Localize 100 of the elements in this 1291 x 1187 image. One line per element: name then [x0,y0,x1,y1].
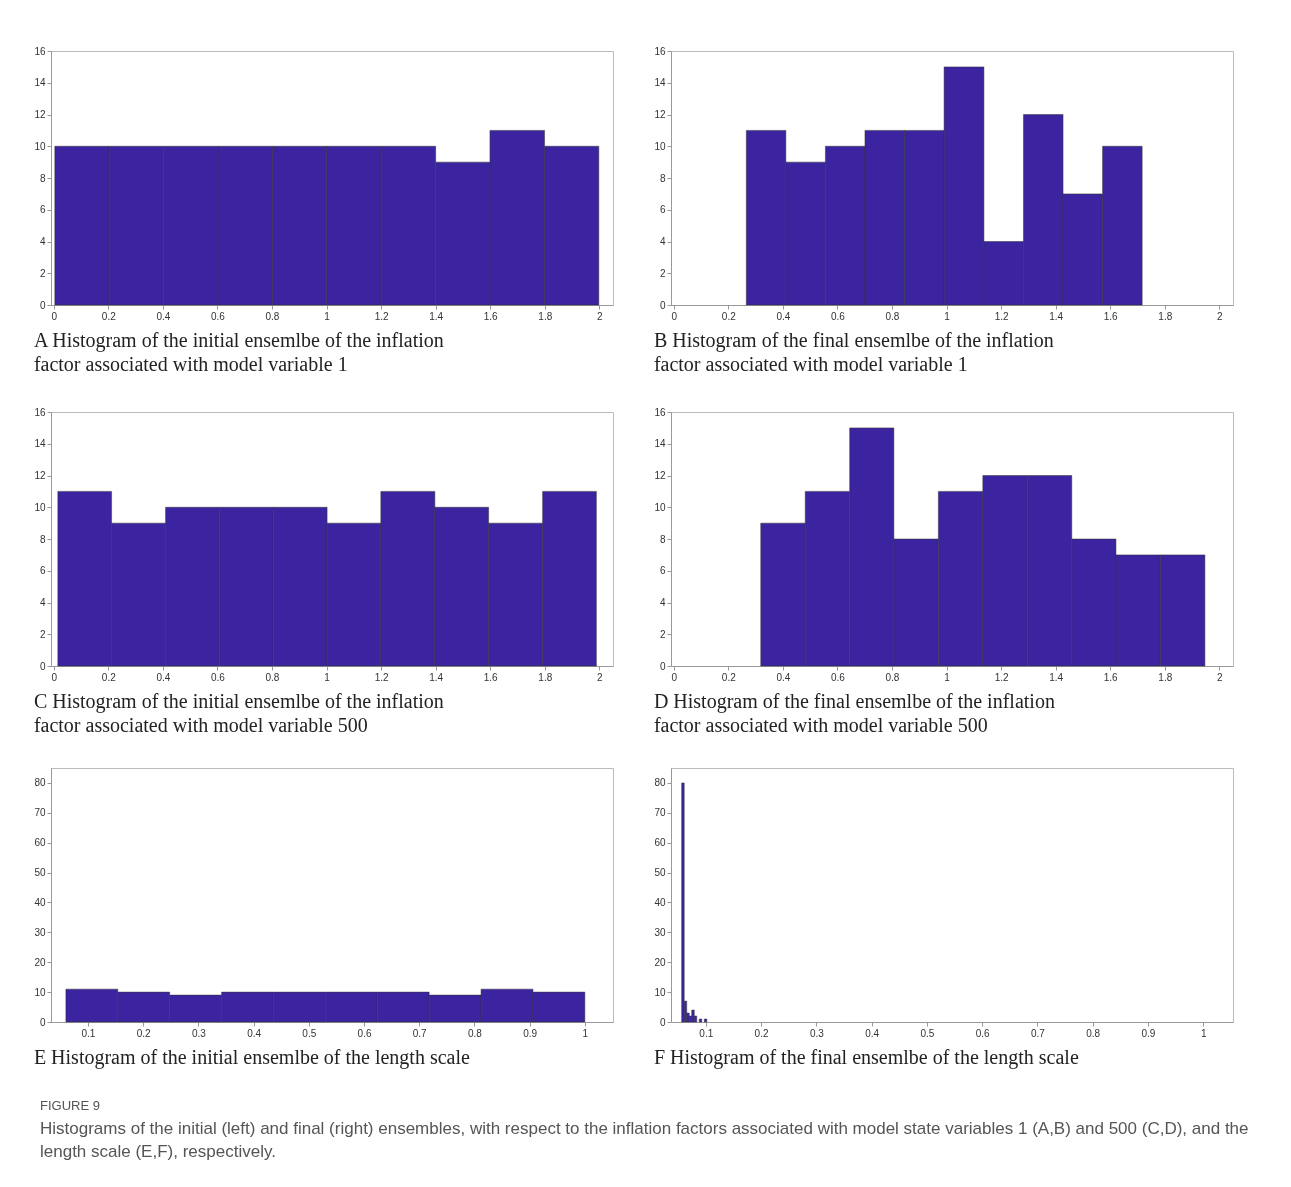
x-tick-label: 0.1 [81,1027,96,1039]
x-tick-label: 1 [944,671,951,683]
text: F Histogram of the final ensemlbe of the length scale [653,1046,1079,1069]
x-tick-label: 1.8 [1158,671,1173,683]
y-tick-label: 60 [654,837,666,849]
x-tick-label: 0.5 [302,1027,317,1039]
y-tick-label: 0 [39,660,46,672]
x-tick-label: 1.2 [374,671,389,683]
y-tick-label: 80 [654,777,666,789]
x-tick-label: 1.2 [994,671,1009,683]
y-tick-label: 0 [659,660,666,672]
x-tick-label: 1.6 [1103,671,1119,683]
x-tick-label: 1.4 [1049,310,1064,322]
x-tick-label: 2 [597,310,604,322]
y-tick-label: 2 [39,267,46,279]
x-tick-label: 0.4 [865,1027,880,1039]
y-tick-label: 0 [39,1016,46,1028]
y-tick-label: 12 [34,109,46,120]
x-tick-label: 1.8 [538,310,553,322]
x-tick-label: 1.4 [1049,671,1064,683]
y-tick-label: 10 [34,501,46,513]
y-tick-label: 6 [39,204,46,216]
y-tick-label: 8 [659,533,666,545]
y-tick-label: 4 [659,236,666,247]
x-tick-label: 0 [51,310,58,322]
y-tick-label: 12 [34,470,46,481]
y-tick-label: 8 [39,172,46,184]
x-tick-label: 0.3 [191,1027,207,1039]
x-tick-label: 0 [51,671,58,683]
y-tick-label: 0 [659,1016,666,1028]
y-tick-label: 16 [654,45,666,57]
y-tick-label: 12 [654,470,666,481]
x-tick-label: 2 [1217,671,1224,683]
x-tick-label: 0 [671,310,678,322]
x-tick-label: 1.6 [1103,310,1119,322]
x-tick-label: 1 [1200,1027,1207,1039]
y-tick-label: 4 [39,236,46,247]
x-tick-label: 0.2 [101,310,117,322]
x-tick-label: 0.2 [721,310,737,322]
x-tick-label: 0.7 [1030,1027,1046,1039]
y-tick-label: 50 [654,867,666,879]
x-tick-label: 1.2 [374,310,389,322]
y-tick-label: 14 [34,77,46,89]
x-tick-label: 1.6 [483,310,499,322]
y-tick-label: 12 [654,109,666,120]
y-tick-label: 2 [659,628,666,640]
y-tick-label: 40 [654,896,666,908]
y-tick-label: 6 [659,204,666,216]
y-tick-label: 10 [654,140,666,152]
x-tick-label: 0.6 [357,1027,372,1039]
x-tick-label: 0.8 [467,1027,483,1039]
y-tick-label: 14 [34,438,46,450]
x-tick-label: 1.4 [429,671,444,683]
text: D Histogram of the final ensemlbe of the inflation factor associated with model variable 500 [653,690,1055,736]
x-tick-label: 0.5 [920,1027,935,1039]
text: Histograms of the initial (left) and final (right) ensembles, with respect to the inflation factors associated with model state variables 1 (A,B) and 500 (C,D), and the length scale (E,F), respectively. [40,1118,1250,1163]
y-tick-label: 20 [654,956,666,968]
y-tick-label: 70 [34,807,46,819]
y-tick-label: 0 [659,299,666,311]
y-tick-label: 10 [34,986,46,998]
y-tick-label: 14 [654,77,666,89]
x-tick-label: 1 [324,310,331,322]
text: A Histogram of the initial ensemlbe of the inflation factor associated with model variable 1 [33,329,444,375]
y-tick-label: 14 [654,438,666,450]
x-tick-label: 0.3 [809,1027,825,1039]
y-tick-label: 16 [34,45,46,57]
x-tick-label: 0.4 [156,310,171,322]
y-tick-label: 10 [34,140,46,152]
x-tick-label: 1 [944,310,951,322]
x-tick-label: 2 [597,671,604,683]
y-tick-label: 80 [34,777,46,789]
x-tick-label: 1 [324,671,331,683]
x-tick-label: 0.9 [1141,1027,1156,1039]
y-tick-label: 8 [659,172,666,184]
y-tick-label: 50 [34,867,46,879]
x-tick-label: 0.6 [210,671,226,683]
x-tick-label: 0.2 [101,671,117,683]
x-tick-label: 0.4 [776,310,791,322]
x-tick-label: 0.6 [210,310,226,322]
y-tick-label: 60 [34,837,46,849]
x-tick-label: 0.2 [721,671,737,683]
x-tick-label: 1.6 [483,671,499,683]
x-tick-label: 1.8 [538,671,553,683]
x-tick-label: 0.6 [975,1027,990,1039]
x-tick-label: 0.8 [265,310,280,322]
x-tick-label: 2 [1217,310,1224,322]
y-tick-label: 2 [39,628,46,640]
x-tick-label: 0.6 [830,310,846,322]
y-tick-label: 0 [39,299,46,311]
x-tick-label: 0.9 [523,1027,538,1039]
y-tick-label: 6 [659,565,666,577]
x-tick-label: 0.6 [830,671,846,683]
y-tick-label: 6 [39,565,46,577]
x-tick-label: 0.2 [136,1027,152,1039]
x-tick-label: 0.8 [1086,1027,1101,1039]
x-tick-label: 0.1 [699,1027,714,1039]
y-tick-label: 4 [39,597,46,608]
y-tick-label: 70 [654,807,666,819]
y-tick-label: 20 [34,956,46,968]
x-tick-label: 0.7 [412,1027,428,1039]
